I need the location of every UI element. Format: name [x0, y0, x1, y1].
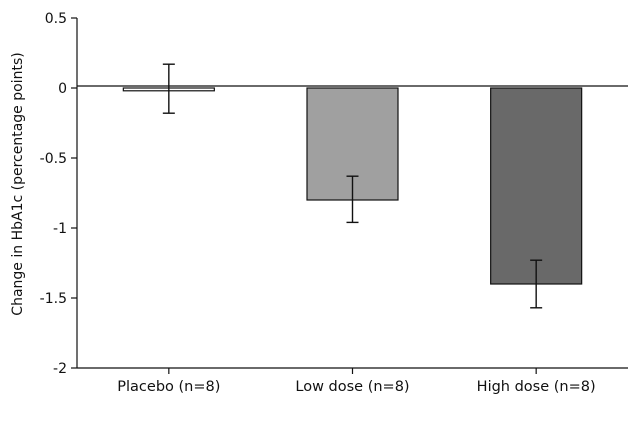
x-category-label: High dose (n=8): [477, 379, 596, 395]
x-category-label: Placebo (n=8): [117, 379, 220, 395]
y-axis-title: Change in HbA1c (percentage points): [10, 52, 26, 315]
y-tick-label: -0.5: [40, 151, 67, 167]
y-tick-label: 0.5: [45, 11, 67, 27]
y-tick-label: -1.5: [40, 291, 67, 307]
bar-3: [490, 87, 583, 285]
y-tick-label: -1: [53, 221, 67, 237]
y-tick-label: -2: [53, 361, 67, 377]
x-category-label: Low dose (n=8): [295, 379, 409, 395]
y-tick-label: 0: [58, 81, 67, 97]
